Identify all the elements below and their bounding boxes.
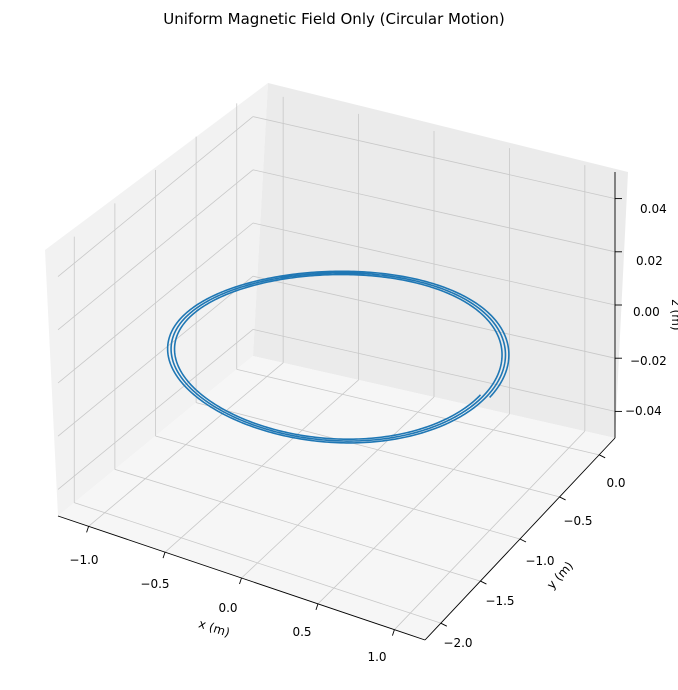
grid-line bbox=[57, 222, 254, 384]
x-tick-label: −0.5 bbox=[140, 577, 169, 591]
z-tick-label: 0.04 bbox=[640, 202, 667, 216]
pane-back bbox=[253, 83, 628, 438]
z-tick-label: −0.02 bbox=[630, 354, 667, 368]
pane-floor bbox=[58, 356, 615, 640]
grid-line bbox=[252, 329, 616, 412]
grid-line bbox=[252, 169, 616, 253]
z-tick-label: 0.02 bbox=[636, 254, 663, 268]
grid-line bbox=[155, 435, 521, 540]
x-tick-mark bbox=[239, 577, 242, 585]
z-tick-label: 0.00 bbox=[633, 305, 660, 319]
y-tick-label: −1.0 bbox=[525, 554, 554, 568]
trajectory-line bbox=[166, 270, 510, 444]
grid-line bbox=[196, 402, 560, 498]
y-tick-mark bbox=[440, 622, 448, 627]
grid-lines bbox=[57, 96, 616, 630]
grid-line bbox=[114, 468, 481, 582]
grid-line bbox=[252, 116, 616, 199]
grid-line bbox=[57, 275, 254, 437]
z-tick-label: −0.04 bbox=[625, 404, 662, 418]
chart-title: Uniform Magnetic Field Only (Circular Mo… bbox=[163, 10, 504, 28]
grid-line bbox=[57, 329, 254, 490]
grid-line bbox=[236, 368, 600, 456]
y-tick-mark bbox=[480, 580, 487, 585]
x-tick-label: 0.5 bbox=[292, 625, 311, 639]
y-tick-label: −0.5 bbox=[563, 514, 592, 528]
y-tick-label: −1.5 bbox=[485, 594, 514, 608]
y-tick-mark bbox=[598, 454, 606, 459]
grid-line bbox=[252, 275, 616, 359]
z-axis-label: z (m) bbox=[669, 299, 678, 330]
x-tick-mark bbox=[162, 552, 166, 559]
grid-line bbox=[57, 116, 254, 277]
pane-left bbox=[45, 83, 268, 516]
x-tick-mark bbox=[315, 603, 319, 610]
grid-line bbox=[252, 222, 616, 306]
y-tick-mark bbox=[519, 538, 527, 543]
x-axis-label: x (m) bbox=[197, 617, 232, 640]
grid-line bbox=[74, 502, 441, 624]
x-tick-mark bbox=[391, 629, 395, 636]
x-tick-label: 0.0 bbox=[218, 601, 237, 615]
y-tick-mark bbox=[559, 496, 566, 501]
x-tick-label: −1.0 bbox=[69, 553, 98, 567]
y-tick-label: 0.0 bbox=[606, 476, 625, 490]
x-tick-label: 1.0 bbox=[367, 650, 386, 664]
y-tick-label: −2.0 bbox=[443, 636, 472, 650]
x-tick-mark bbox=[86, 526, 90, 533]
grid-line bbox=[57, 169, 254, 331]
tick-marks bbox=[86, 198, 622, 636]
